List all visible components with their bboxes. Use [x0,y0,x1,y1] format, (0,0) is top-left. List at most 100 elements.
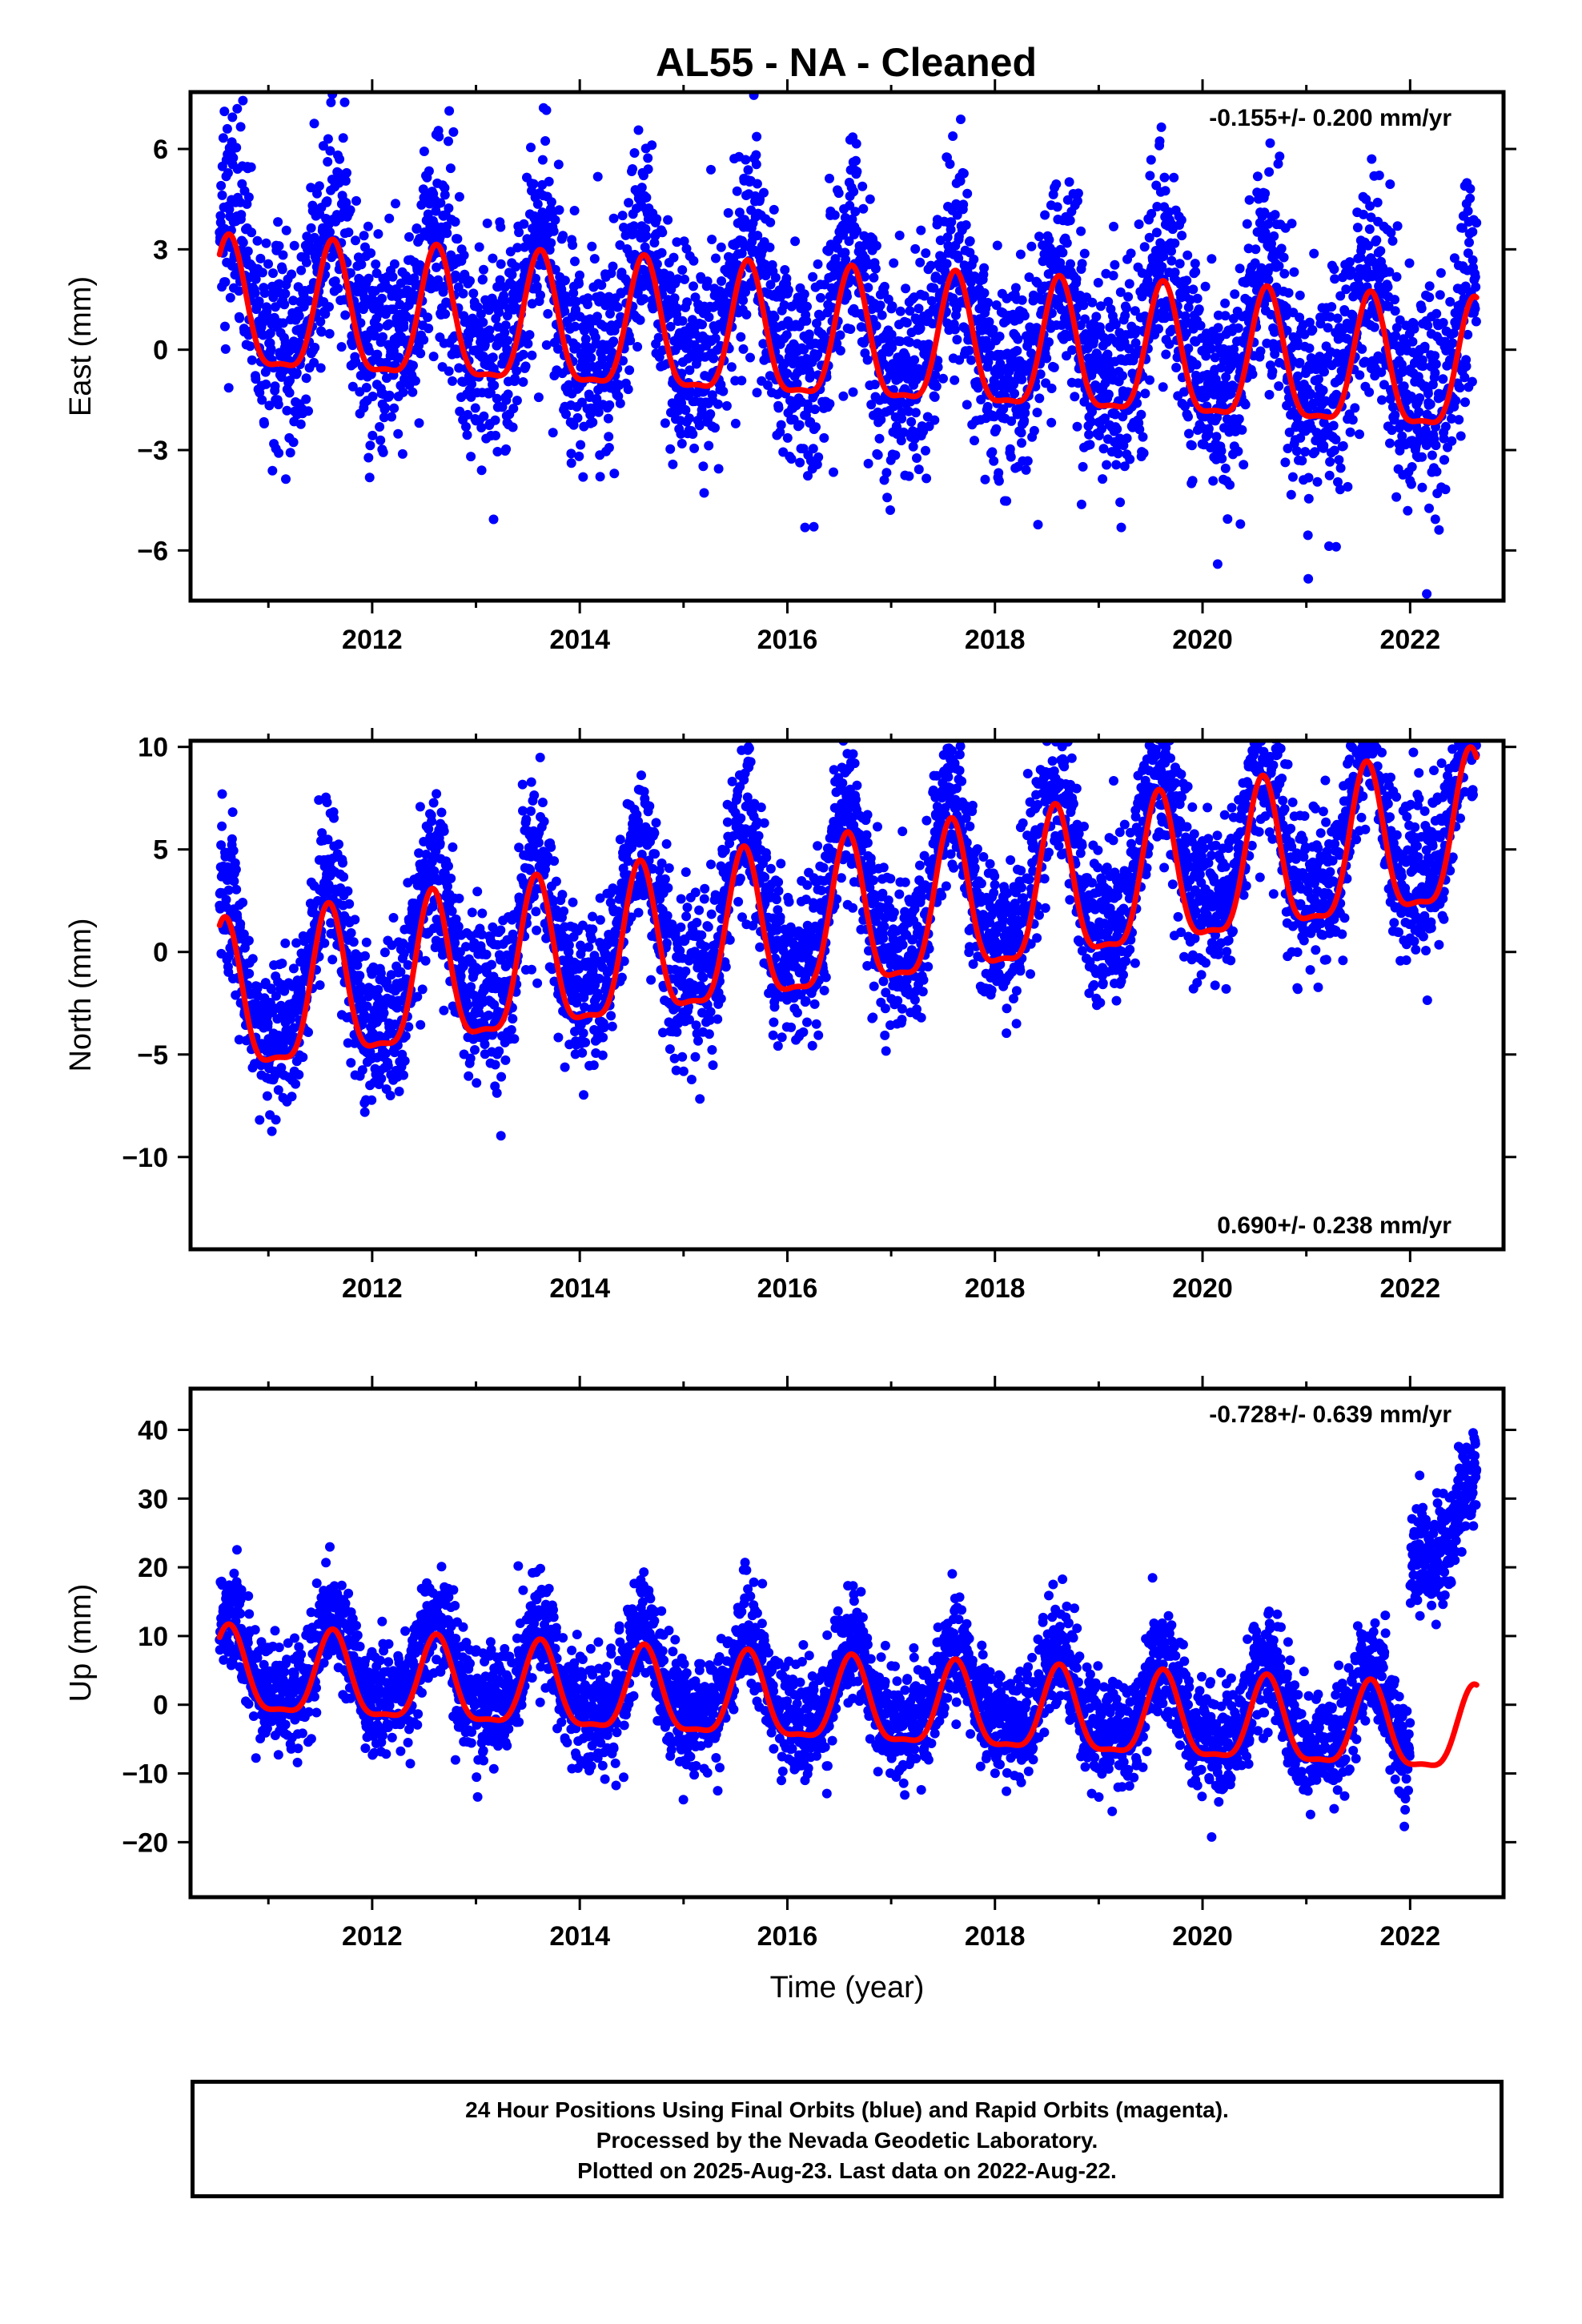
data-point [641,192,652,203]
data-point [1369,322,1379,332]
data-point [425,275,436,285]
data-point [1319,367,1329,377]
data-point [1367,154,1377,164]
data-point [442,228,452,239]
data-point [376,1073,387,1084]
data-point [608,336,619,347]
data-point [583,293,593,304]
data-point [363,273,374,283]
data-point [270,381,280,392]
data-point [663,215,673,225]
data-point [1357,344,1367,354]
data-point [1431,359,1441,369]
data-point [489,380,500,391]
data-point [1440,421,1451,432]
data-point [388,913,399,923]
data-point [910,408,921,418]
data-point [454,363,464,373]
data-point [1134,219,1144,229]
data-point [672,304,682,313]
data-point [1430,351,1440,361]
data-point [1471,282,1481,292]
data-point [476,309,486,320]
data-point [1113,448,1123,459]
data-point [301,257,311,267]
data-point [1109,221,1118,231]
data-point [588,417,598,428]
data-point [344,899,355,909]
data-point [752,388,762,398]
data-point [235,313,245,324]
data-point [518,349,528,360]
data-point [752,131,762,142]
data-point [1265,138,1275,148]
data-point [668,459,678,469]
data-point [338,858,347,868]
data-point [882,493,893,503]
data-point [1159,172,1170,183]
data-point [1375,246,1386,256]
data-point [832,339,842,348]
data-point [227,807,238,818]
data-point [677,368,687,379]
data-point [393,428,404,439]
data-point [440,183,450,193]
data-point [1136,409,1146,420]
data-point [500,320,511,331]
data-point [1098,444,1109,454]
data-point [511,262,521,272]
data-point [1286,489,1296,500]
data-point [1085,440,1095,450]
data-point [503,389,513,400]
data-point [485,333,496,344]
data-point [895,306,905,316]
data-point [958,168,969,179]
data-point [1470,271,1480,282]
data-point [357,1065,367,1076]
data-point [697,320,707,330]
data-point [215,211,226,221]
data-point [1046,384,1057,393]
data-point [356,259,367,270]
data-point [255,253,266,263]
data-point [284,388,295,398]
data-point [564,380,574,390]
data-point [518,377,528,387]
data-point [404,231,414,242]
data-point [570,256,580,267]
data-point [852,167,862,177]
data-point [657,227,668,238]
data-point [1012,346,1022,356]
data-point [1377,395,1387,405]
data-point [1138,432,1148,442]
data-point [1409,324,1419,334]
data-point [677,265,688,275]
data-point [1183,412,1193,422]
data-point [478,274,488,284]
data-point [1122,433,1132,444]
data-point [514,227,524,238]
data-point [609,468,620,479]
data-point [519,219,529,229]
data-point [901,318,912,328]
data-point [673,274,683,284]
data-point [459,250,469,260]
data-point [440,190,450,200]
data-point [773,403,784,413]
data-point [315,316,326,327]
data-point [440,281,450,292]
data-point [271,1115,281,1125]
data-point [1220,311,1231,321]
data-point [234,286,244,296]
data-point [1287,472,1298,482]
data-point [1213,323,1223,333]
data-point [494,308,504,318]
data-point [1207,254,1217,264]
data-point [278,250,288,260]
data-point [303,406,313,416]
data-point [987,447,998,457]
data-point [355,318,366,328]
data-point [790,236,801,247]
data-point [1026,241,1037,251]
data-point [808,271,818,282]
